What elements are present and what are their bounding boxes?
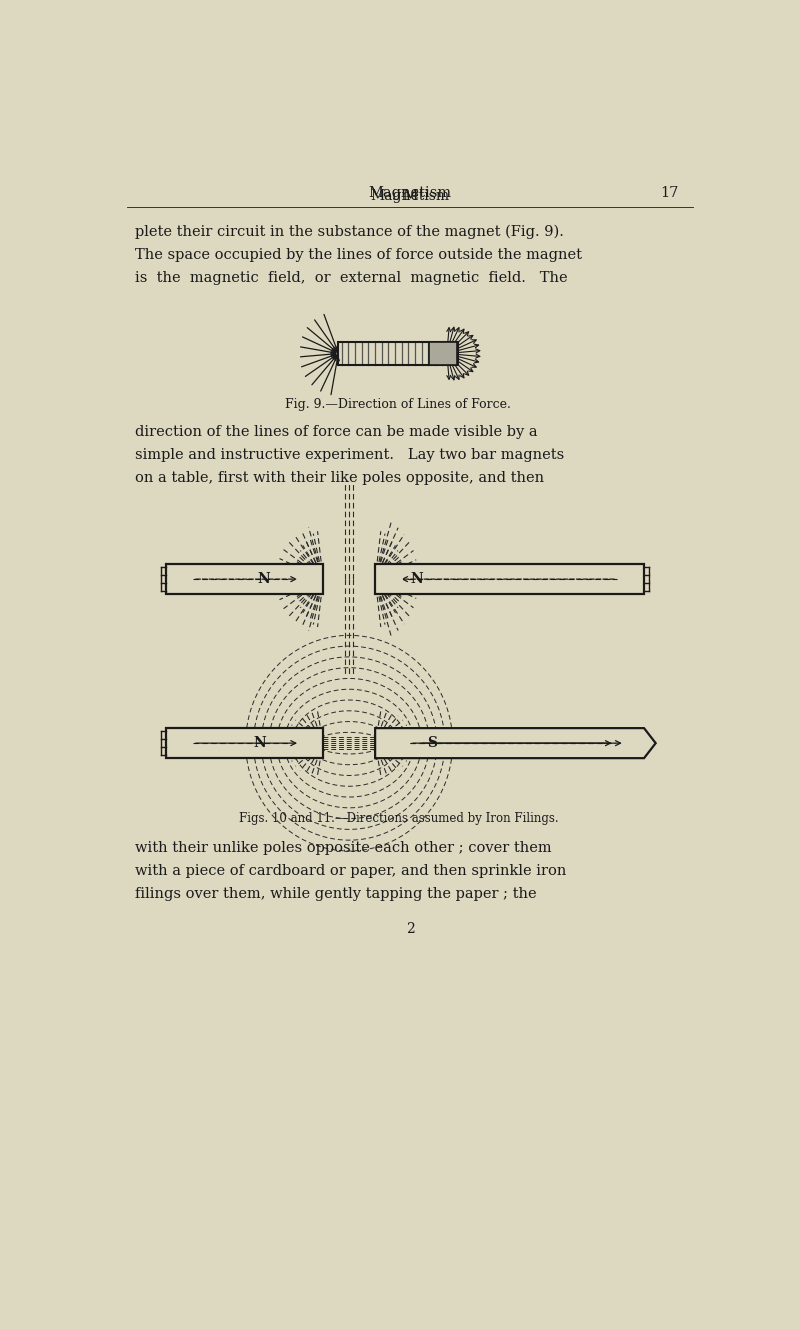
Text: N: N	[258, 571, 270, 586]
Text: simple and instructive experiment.   Lay two bar magnets: simple and instructive experiment. Lay t…	[135, 448, 564, 462]
Text: Magnetism: Magnetism	[369, 186, 451, 201]
Text: with their unlike poles opposite each other ; cover them: with their unlike poles opposite each ot…	[135, 841, 551, 855]
Text: M: M	[402, 189, 418, 203]
Text: The space occupied by the lines of force outside the magnet: The space occupied by the lines of force…	[135, 249, 582, 262]
Text: Magnetism: Magnetism	[370, 189, 450, 203]
Text: 2: 2	[406, 922, 414, 936]
Bar	[166, 728, 323, 758]
Text: on a table, first with their like poles opposite, and then: on a table, first with their like poles …	[135, 472, 544, 485]
Text: 17: 17	[661, 186, 679, 201]
Bar	[166, 563, 323, 594]
Text: N: N	[254, 736, 266, 750]
Text: Fig. 9.—Direction of Lines of Force.: Fig. 9.—Direction of Lines of Force.	[286, 399, 511, 411]
Text: plete their circuit in the substance of the magnet (Fig. 9).: plete their circuit in the substance of …	[135, 225, 564, 239]
Bar	[430, 342, 457, 365]
Polygon shape	[375, 728, 656, 758]
Text: filings over them, while gently tapping the paper ; the: filings over them, while gently tapping …	[135, 888, 537, 901]
Bar	[338, 342, 458, 365]
Bar	[375, 563, 644, 594]
Text: N: N	[410, 571, 423, 586]
Text: with a piece of cardboard or paper, and then sprinkle iron: with a piece of cardboard or paper, and …	[135, 864, 566, 878]
Text: Figs. 10 and 11.—Directions assumed by Iron Filings.: Figs. 10 and 11.—Directions assumed by I…	[238, 812, 558, 825]
Text: is  the  magnetic  field,  or  external  magnetic  field.   The: is the magnetic field, or external magne…	[135, 271, 567, 286]
Text: S: S	[427, 736, 437, 750]
Text: direction of the lines of force can be made visible by a: direction of the lines of force can be m…	[135, 425, 538, 439]
